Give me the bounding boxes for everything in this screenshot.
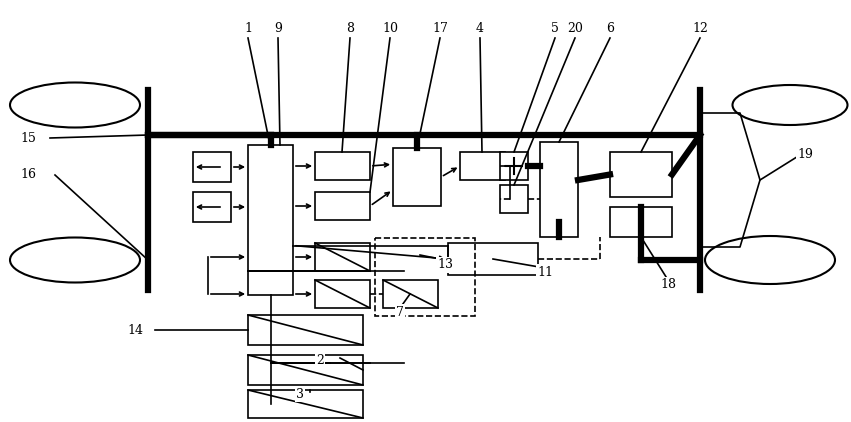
Bar bbox=[448, 243, 538, 275]
Bar bbox=[248, 145, 293, 295]
Text: 15: 15 bbox=[20, 132, 36, 144]
Bar bbox=[540, 142, 578, 237]
Bar bbox=[610, 152, 672, 197]
Bar bbox=[248, 315, 363, 345]
Bar bbox=[500, 152, 528, 180]
Bar bbox=[315, 152, 370, 180]
Text: 1: 1 bbox=[244, 22, 252, 35]
Ellipse shape bbox=[10, 238, 140, 282]
Bar bbox=[610, 207, 672, 237]
Text: 18: 18 bbox=[660, 279, 676, 292]
Bar bbox=[500, 185, 528, 213]
Text: 20: 20 bbox=[567, 22, 583, 35]
Bar bbox=[193, 152, 231, 182]
Text: 9: 9 bbox=[274, 22, 282, 35]
Text: 10: 10 bbox=[382, 22, 398, 35]
Bar bbox=[393, 148, 441, 206]
Bar bbox=[315, 192, 370, 220]
Text: 6: 6 bbox=[606, 22, 614, 35]
Ellipse shape bbox=[705, 236, 835, 284]
Text: 16: 16 bbox=[20, 168, 36, 181]
Text: 8: 8 bbox=[346, 22, 354, 35]
Bar bbox=[315, 243, 370, 271]
Bar bbox=[248, 390, 363, 418]
Bar bbox=[248, 355, 363, 385]
Text: 12: 12 bbox=[692, 22, 708, 35]
Text: 11: 11 bbox=[537, 265, 553, 279]
Ellipse shape bbox=[10, 82, 140, 127]
Text: 17: 17 bbox=[432, 22, 448, 35]
Ellipse shape bbox=[733, 85, 848, 125]
Text: 2: 2 bbox=[316, 354, 324, 366]
Bar bbox=[460, 152, 505, 180]
Text: 5: 5 bbox=[551, 22, 559, 35]
Text: 13: 13 bbox=[437, 259, 453, 271]
Bar bbox=[383, 280, 438, 308]
Text: 3: 3 bbox=[296, 387, 304, 400]
Text: 7: 7 bbox=[396, 306, 404, 319]
Text: 19: 19 bbox=[797, 149, 813, 162]
Bar bbox=[193, 192, 231, 222]
Bar bbox=[375, 238, 475, 316]
Text: 4: 4 bbox=[476, 22, 484, 35]
Text: 14: 14 bbox=[127, 324, 143, 336]
Bar bbox=[315, 280, 370, 308]
